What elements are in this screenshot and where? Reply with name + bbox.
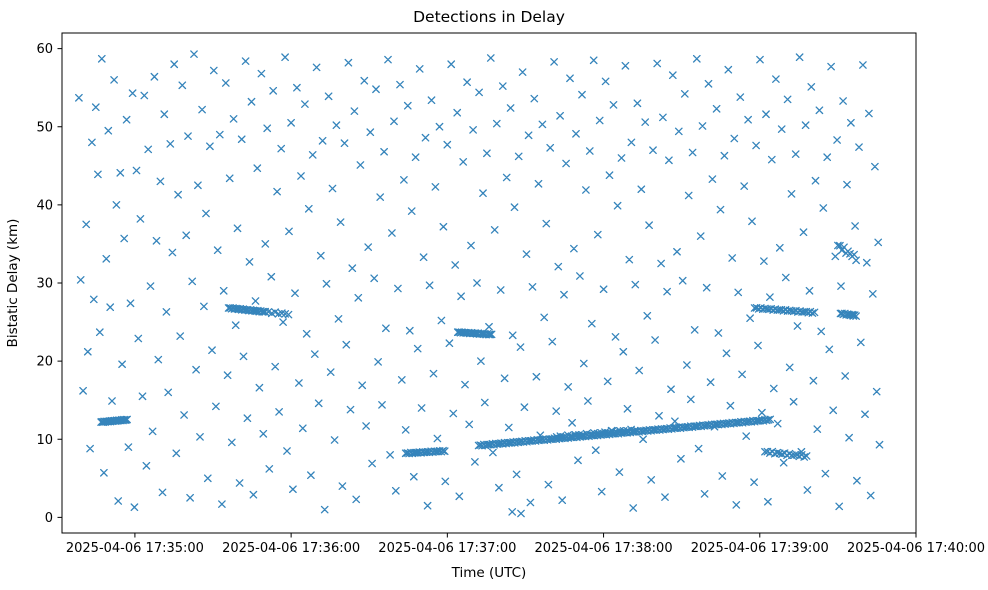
x-tick-label: 2025-04-06 17:39:00: [691, 541, 829, 556]
y-tick-label: 10: [36, 433, 53, 448]
plot-area: 2025-04-06 17:35:00 2025-04-06 17:36:00 20…: [36, 32, 985, 556]
x-tick-label: 2025-04-06 17:40:00: [847, 541, 985, 556]
x-tick-label: 2025-04-06 17:36:00: [222, 541, 360, 556]
chart-title: Detections in Delay: [413, 8, 565, 26]
y-tick-label: 60: [36, 42, 53, 57]
y-axis-label: Bistatic Delay (km): [5, 219, 21, 348]
detection-markers: [75, 50, 884, 518]
y-tick-label: 50: [36, 120, 53, 135]
y-tick-label: 0: [45, 511, 53, 526]
y-tick-label: 40: [36, 198, 53, 213]
y-tick-label: 20: [36, 355, 53, 370]
x-axis-label: Time (UTC): [451, 565, 527, 581]
x-tick-label: 2025-04-06 17:35:00: [66, 541, 204, 556]
y-tick-label: 30: [36, 277, 53, 292]
x-tick-label: 2025-04-06 17:38:00: [535, 541, 673, 556]
x-tick-label: 2025-04-06 17:37:00: [378, 541, 516, 556]
